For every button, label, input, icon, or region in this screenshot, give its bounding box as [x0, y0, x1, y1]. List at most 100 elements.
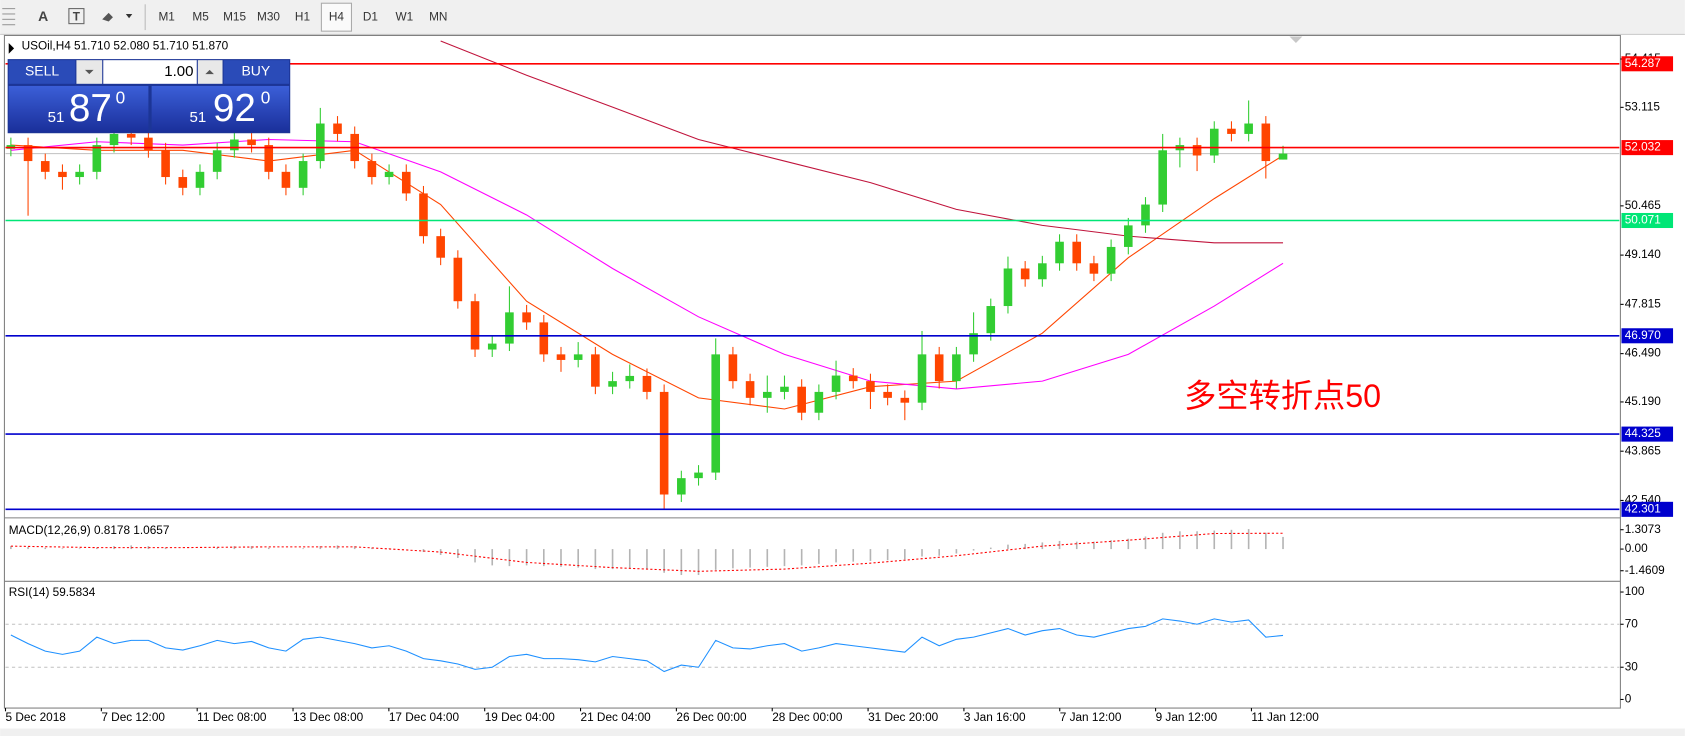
candle-body — [92, 145, 102, 172]
candle-body — [23, 145, 33, 162]
x-tick-label: 9 Jan 12:00 — [1156, 710, 1218, 724]
candle-body — [883, 391, 892, 398]
candle-body — [316, 123, 325, 162]
grip — [2, 8, 16, 26]
candle-body — [281, 171, 291, 188]
candle-body — [625, 375, 635, 382]
timeframe-button[interactable]: M1 — [158, 9, 174, 23]
ask-sup: 0 — [261, 87, 271, 107]
text-label-tool[interactable]: T — [68, 8, 85, 25]
x-tick-label: 7 Dec 12:00 — [101, 710, 165, 724]
sell-button[interactable] — [8, 60, 76, 84]
shift-marker — [1289, 36, 1303, 43]
candle-body — [642, 375, 652, 392]
level-label: 42.301 — [1625, 501, 1661, 515]
candle-body — [659, 391, 669, 495]
candle-body — [195, 171, 205, 188]
x-tick-label: 17 Dec 04:00 — [389, 710, 460, 724]
timeframe-button[interactable]: M15 — [223, 9, 246, 23]
candle-body — [161, 150, 170, 178]
candle-body — [814, 391, 824, 413]
macd-signal — [10, 532, 1284, 572]
level-label-bg — [1621, 56, 1674, 72]
candle-body — [436, 236, 445, 258]
candle-body — [1003, 268, 1013, 307]
timeframe-button[interactable]: H1 — [295, 9, 310, 23]
candle-body — [952, 354, 961, 382]
tab-strip — [0, 728, 1685, 736]
candle-body — [470, 301, 480, 350]
timeframe-button[interactable]: M30 — [257, 9, 280, 23]
level-label-bg — [1621, 426, 1674, 442]
y-tick-label: 46.490 — [1625, 346, 1662, 360]
candle-body — [144, 137, 153, 151]
y-tick-label: -1.4609 — [1625, 563, 1665, 577]
y-tick-label: 47.815 — [1625, 296, 1662, 310]
y-tick-label: 0.00 — [1625, 541, 1648, 555]
candle-body — [677, 478, 686, 495]
candle-body — [1038, 263, 1047, 280]
buy-button[interactable] — [223, 60, 290, 84]
candle-body — [1209, 128, 1219, 156]
y-tick-label: 0 — [1625, 692, 1632, 706]
bid-sup: 0 — [116, 87, 126, 107]
ask-box[interactable] — [151, 85, 290, 133]
timeframe-button[interactable]: M5 — [192, 9, 209, 23]
y-tick-label: 30 — [1625, 659, 1639, 673]
y-tick-label: 45.190 — [1625, 394, 1662, 408]
candle-body — [1227, 128, 1236, 134]
timeframe-button[interactable]: H4 — [329, 9, 345, 23]
lots-value: 1.00 — [164, 63, 193, 80]
timeframe-button[interactable]: MN — [429, 9, 447, 23]
candle-body — [505, 312, 514, 344]
timeframe-button[interactable]: W1 — [395, 9, 413, 23]
candle-body — [384, 171, 394, 178]
x-tick-label: 3 Jan 16:00 — [964, 710, 1026, 724]
candle-body — [1072, 241, 1082, 264]
lots-input[interactable] — [103, 60, 197, 84]
bid-box[interactable] — [8, 85, 149, 133]
candle-body — [780, 386, 789, 392]
candle-body — [126, 133, 136, 138]
candle-body — [419, 193, 428, 237]
candle-body — [762, 391, 772, 398]
candle-body — [831, 375, 841, 392]
candle-body — [1278, 153, 1288, 160]
x-tick-label: 5 Dec 2018 — [6, 710, 67, 724]
candle-body — [1261, 123, 1271, 162]
moving-average — [10, 144, 1284, 410]
x-tick-label: 31 Dec 20:00 — [868, 710, 939, 724]
timeframe-button[interactable]: D1 — [363, 9, 378, 23]
level-label: 54.287 — [1625, 56, 1661, 70]
candle-body — [1141, 204, 1150, 226]
candle-body — [40, 161, 50, 172]
candle-body — [694, 472, 703, 479]
x-tick-label: 19 Dec 04:00 — [485, 710, 556, 724]
level-label-bg — [1621, 140, 1674, 156]
candle-body — [556, 354, 566, 360]
ask-big: 51 — [189, 109, 206, 126]
moving-average — [440, 40, 1284, 244]
y-tick-label: 50.465 — [1625, 198, 1662, 212]
candle-body — [333, 123, 342, 134]
candle-body — [848, 375, 858, 382]
candle-body — [711, 354, 721, 473]
x-tick-label: 11 Dec 08:00 — [197, 710, 267, 724]
candle-body — [986, 306, 996, 334]
ask-main: 92 — [213, 87, 256, 130]
candle-body — [1020, 268, 1030, 280]
chart-frame — [3, 34, 1621, 709]
one-click-trading: SELL 1.00 BUY 51 87 0 51 92 0 — [7, 59, 291, 134]
candle-body — [298, 161, 308, 188]
toolbar — [0, 0, 1685, 35]
candle-body — [900, 397, 910, 403]
candle-body — [178, 177, 188, 188]
candle-body — [58, 171, 67, 178]
moving-average — [10, 138, 1284, 390]
shapes-tool[interactable] — [102, 12, 133, 22]
x-tick-label: 7 Jan 12:00 — [1060, 710, 1122, 724]
annotation: 多空转折点50 — [1184, 378, 1381, 414]
candle-body — [866, 381, 875, 392]
candle-body — [728, 354, 738, 382]
text-tool[interactable]: A — [38, 8, 48, 24]
